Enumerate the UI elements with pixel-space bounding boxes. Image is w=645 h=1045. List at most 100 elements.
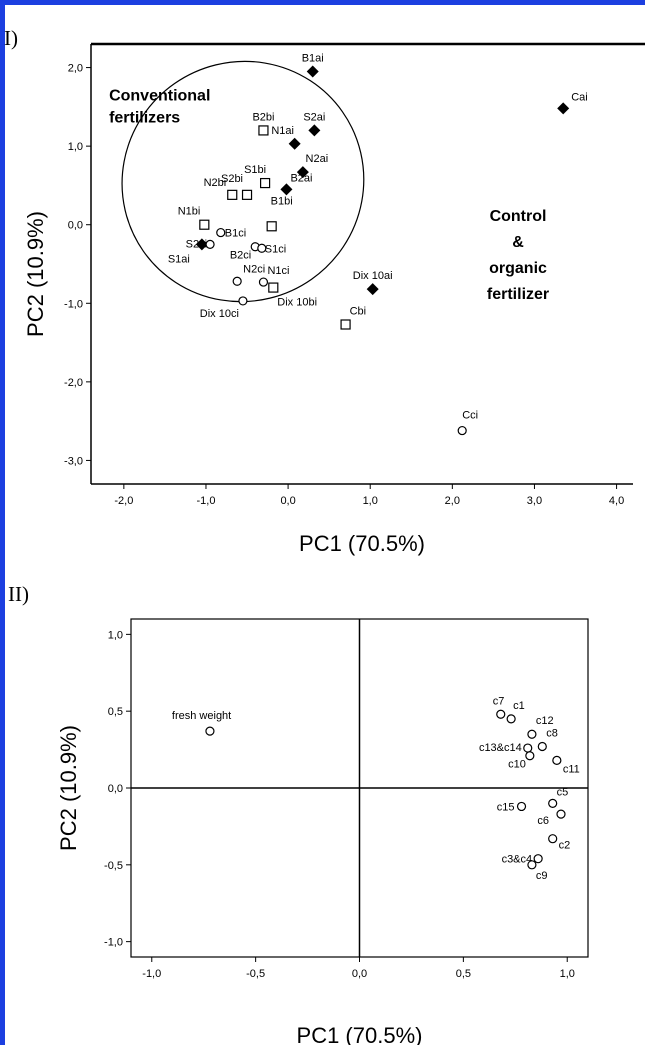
point-label: Cbi xyxy=(350,306,367,318)
y-axis-title: PC2 (10.9%) xyxy=(23,211,48,337)
x-tick-label: -1,0 xyxy=(196,495,215,507)
blue-border-top xyxy=(0,0,645,5)
point-label: N2ai xyxy=(306,153,329,165)
panel-label-i: I) xyxy=(4,26,18,50)
point-label: B1ci xyxy=(225,228,246,240)
point-circle xyxy=(238,296,248,306)
point-circle xyxy=(258,277,269,287)
point-label: N1ci xyxy=(267,265,289,277)
annotation-conventional-line: Conventional xyxy=(109,88,210,105)
point-diamond xyxy=(306,65,319,78)
y-tick-label: 2,0 xyxy=(68,63,83,75)
loading-point xyxy=(556,809,566,819)
loading-label: c1 xyxy=(513,700,525,712)
y-tick-label: -1,0 xyxy=(104,937,123,949)
loading-point xyxy=(548,798,558,808)
loading-point xyxy=(548,834,558,844)
y-tick-label: 0,5 xyxy=(108,706,123,718)
point-diamond xyxy=(366,283,379,296)
loading-point xyxy=(205,726,215,736)
loading-point xyxy=(533,854,543,864)
point-label: N2bi xyxy=(204,177,227,189)
loading-label: c12 xyxy=(536,715,554,727)
loading-label: c9 xyxy=(536,870,548,882)
loading-label: c15 xyxy=(497,801,515,813)
blue-border-left xyxy=(0,0,5,1045)
y-tick-label: 0,0 xyxy=(108,783,123,795)
conventional-ellipse xyxy=(121,60,365,303)
loading-point xyxy=(527,860,537,870)
y-tick-label: -1,0 xyxy=(64,298,83,310)
point-diamond xyxy=(288,137,301,150)
x-tick-label: 3,0 xyxy=(527,495,542,507)
point-label: B1bi xyxy=(271,195,293,207)
x-tick-label: 0,5 xyxy=(456,968,471,980)
x-axis-title: PC1 (70.5%) xyxy=(297,1023,423,1045)
point-diamond xyxy=(195,238,208,251)
annotation-control-organic-line: organic xyxy=(489,260,547,277)
x-tick-label: 0,0 xyxy=(280,495,295,507)
point-label: Cai xyxy=(571,91,588,103)
loading-point xyxy=(527,729,537,739)
point-label: Dix 10bi xyxy=(277,297,317,309)
point-label: N1ai xyxy=(271,125,294,137)
loading-label: fresh weight xyxy=(172,710,231,722)
point-label: S2bi xyxy=(221,173,243,185)
loading-point xyxy=(537,741,547,752)
point-square xyxy=(340,319,351,330)
loading-label: c10 xyxy=(508,759,526,771)
loading-label: c2 xyxy=(559,840,571,852)
annotation-control-organic-line: fertilizer xyxy=(487,286,549,303)
x-axis-title: PC1 (70.5%) xyxy=(299,531,425,556)
point-label: Dix 10ai xyxy=(353,270,393,282)
point-square xyxy=(268,282,279,293)
point-label: B2ai xyxy=(290,172,312,184)
y-tick-label: 1,0 xyxy=(68,141,83,153)
x-tick-label: -0,5 xyxy=(246,968,265,980)
point-circle xyxy=(232,276,242,286)
point-diamond xyxy=(308,124,321,137)
x-tick-label: 1,0 xyxy=(363,495,378,507)
point-square xyxy=(266,221,277,232)
loading-label: c3&c4 xyxy=(502,854,533,866)
y-tick-label: -2,0 xyxy=(64,377,83,389)
point-label: B2ci xyxy=(230,250,251,262)
point-square xyxy=(227,189,238,200)
loading-label: c5 xyxy=(557,786,569,798)
loading-point xyxy=(516,801,527,812)
point-diamond xyxy=(296,166,309,179)
x-tick-label: 2,0 xyxy=(445,495,460,507)
point-circle xyxy=(457,425,467,436)
y-tick-label: -3,0 xyxy=(64,455,83,467)
point-label: S1bi xyxy=(244,164,266,176)
loading-point xyxy=(496,709,506,719)
y-axis-title: PC2 (10.9%) xyxy=(56,725,81,851)
point-square xyxy=(241,189,253,200)
x-tick-label: 4,0 xyxy=(609,495,624,507)
point-label: S2ai xyxy=(303,111,325,123)
annotation-control-organic-line: & xyxy=(512,234,524,251)
loading-point xyxy=(552,755,562,765)
annotation-conventional-line: fertilizers xyxy=(109,110,180,127)
y-tick-label: 1,0 xyxy=(108,629,123,641)
point-label: N2ci xyxy=(243,263,265,275)
point-label: B2bi xyxy=(252,111,274,123)
point-label: Cci xyxy=(462,410,478,422)
point-diamond xyxy=(557,102,570,115)
loading-point xyxy=(523,743,533,753)
point-square xyxy=(199,219,210,230)
panel-label-ii: II) xyxy=(8,582,29,606)
point-label: S2ci xyxy=(186,238,207,250)
annotation-control-organic-line: Control xyxy=(490,208,547,225)
y-tick-label: 0,0 xyxy=(68,220,83,232)
point-square xyxy=(259,177,271,189)
point-label: B1ai xyxy=(302,53,324,65)
loading-label: c11 xyxy=(563,763,580,775)
loading-label: c8 xyxy=(546,728,558,740)
loading-point xyxy=(525,751,535,761)
x-tick-label: -1,0 xyxy=(142,968,161,980)
point-circle xyxy=(257,243,267,253)
point-diamond xyxy=(280,183,293,196)
point-circle xyxy=(205,239,215,249)
